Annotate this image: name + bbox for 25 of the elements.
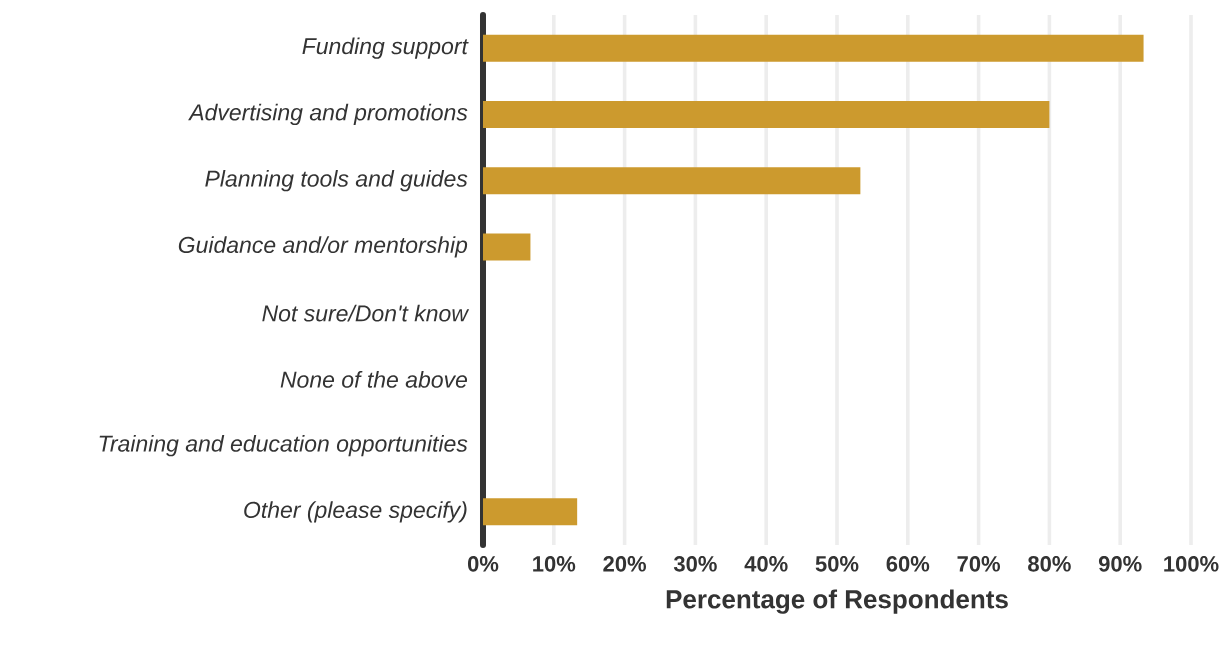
x-tick-label: 30% [673,556,717,572]
y-tick-label: Other (please specify) [244,501,467,523]
x-tick-label: 40% [744,556,788,572]
x-tick-label: 70% [957,556,1001,572]
y-tick-label: None of the above [280,370,468,388]
bar [483,498,578,526]
y-tick-label: Funding support [302,37,469,59]
x-tick-label: 50% [815,556,859,572]
x-tick-label: 20% [603,556,647,572]
y-tick-label: Advertising and promotions [188,103,468,126]
x-tick-label: 60% [886,556,930,572]
x-tick-label: 80% [1028,556,1071,572]
y-tick-label: Not sure/Don't know [262,304,470,322]
x-tick-label: 10% [533,556,576,572]
bar [483,100,1050,128]
y-tick-label: Planning tools and guides [205,169,468,192]
bar [483,34,1144,62]
x-axis-title: Percentage of Respondents [666,589,1008,614]
bar [483,233,531,261]
x-tick-label: 0% [467,556,499,572]
bar [483,167,861,195]
x-tick-label: 100% [1164,556,1219,572]
x-tick-label: 90% [1098,556,1142,572]
y-tick-label: Guidance and/or mentorship [178,236,468,258]
y-tick-label: Training and education opportunities [99,434,468,457]
